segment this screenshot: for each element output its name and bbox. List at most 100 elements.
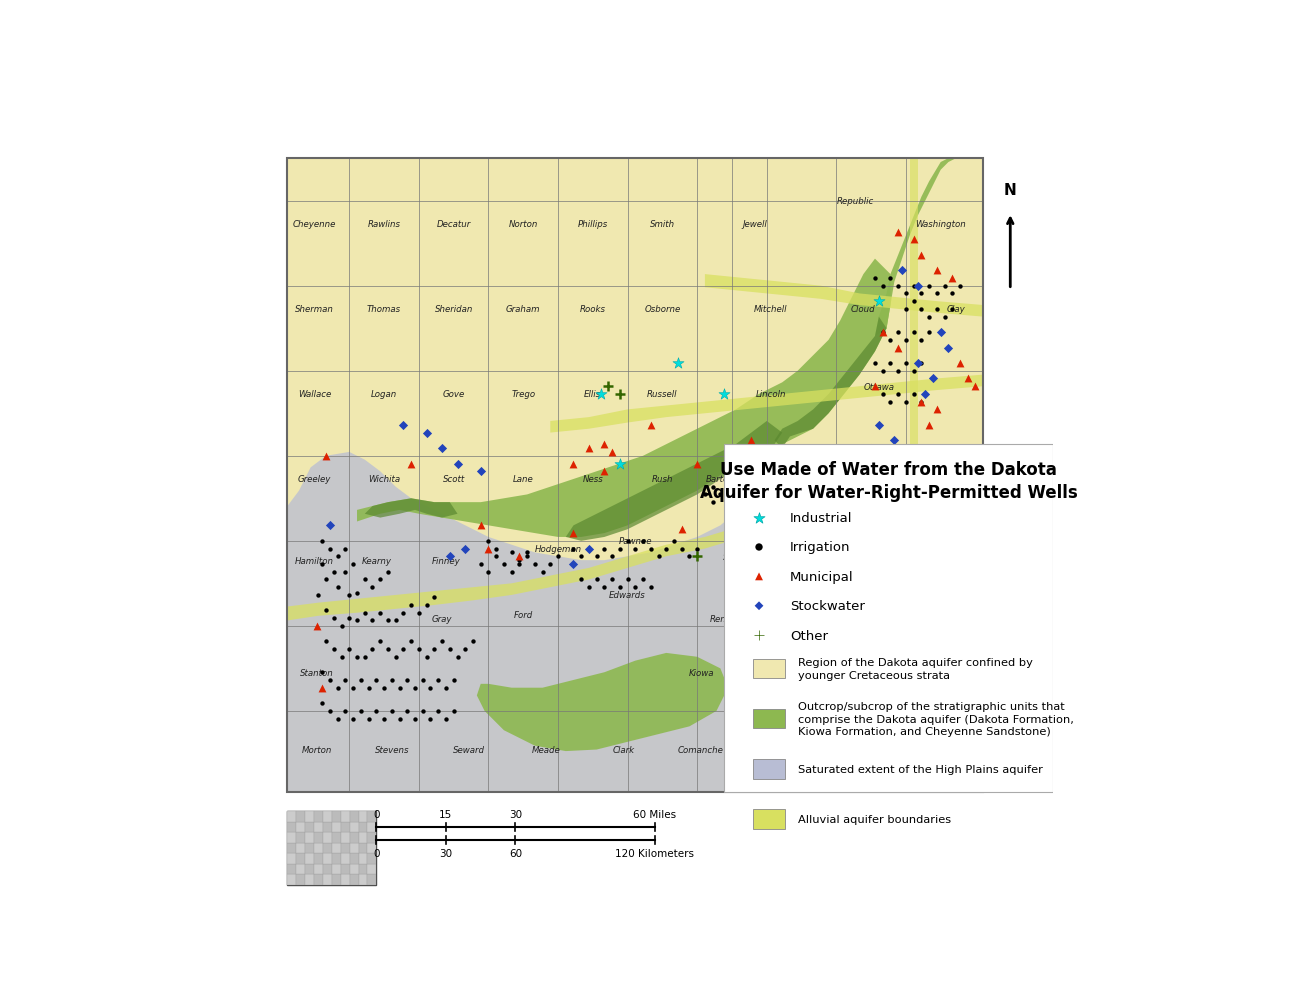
Text: Smith: Smith xyxy=(650,220,675,229)
Point xyxy=(463,634,484,650)
Text: Kiowa: Kiowa xyxy=(688,668,714,677)
Point xyxy=(312,665,333,681)
Text: Barton: Barton xyxy=(706,475,734,484)
Point xyxy=(864,356,885,372)
Point xyxy=(328,680,348,696)
Point xyxy=(439,641,460,657)
Point xyxy=(655,541,676,557)
Text: Meade: Meade xyxy=(532,745,560,754)
Polygon shape xyxy=(287,522,759,621)
Point xyxy=(416,425,437,441)
Point xyxy=(641,541,662,557)
Point xyxy=(610,580,630,596)
Bar xyxy=(306,832,315,843)
Point xyxy=(389,711,410,727)
Point xyxy=(416,649,437,665)
Point xyxy=(502,564,523,580)
Point xyxy=(903,279,924,295)
Point xyxy=(872,325,893,341)
Point xyxy=(896,286,916,302)
Point xyxy=(369,605,390,621)
Text: Gray: Gray xyxy=(432,614,452,623)
Text: Industrial: Industrial xyxy=(790,512,853,525)
Point xyxy=(428,672,448,688)
Point xyxy=(524,557,545,573)
Point xyxy=(471,518,491,534)
Text: Stanton: Stanton xyxy=(300,668,334,677)
Bar xyxy=(753,759,785,778)
Text: Morton: Morton xyxy=(302,745,332,754)
Point xyxy=(486,541,507,557)
Bar xyxy=(306,811,315,822)
Bar xyxy=(306,822,315,832)
Bar xyxy=(753,709,785,728)
Point xyxy=(903,386,924,402)
Polygon shape xyxy=(775,317,887,448)
Bar xyxy=(368,832,376,843)
Text: Wichita: Wichita xyxy=(368,475,400,484)
Point xyxy=(316,448,337,464)
Point xyxy=(335,703,356,719)
Point xyxy=(907,279,928,295)
Point xyxy=(532,564,552,580)
Point xyxy=(486,549,507,565)
Point xyxy=(864,379,885,395)
Point xyxy=(540,557,560,573)
Text: Graham: Graham xyxy=(506,305,541,314)
Point xyxy=(810,456,831,472)
Point xyxy=(416,598,437,614)
Text: Wallace: Wallace xyxy=(298,390,332,399)
Point xyxy=(332,618,352,634)
Text: 15: 15 xyxy=(439,809,452,819)
Bar xyxy=(322,832,332,843)
Point xyxy=(919,279,940,295)
Point xyxy=(957,371,978,387)
Point xyxy=(510,557,530,573)
Bar xyxy=(306,875,315,885)
Point xyxy=(578,541,599,557)
Point xyxy=(516,545,537,561)
Point xyxy=(694,486,715,503)
Point xyxy=(439,549,460,565)
Point xyxy=(369,572,390,588)
Point xyxy=(381,672,402,688)
Point xyxy=(339,588,360,604)
Point xyxy=(359,680,380,696)
Text: 30: 30 xyxy=(439,848,452,858)
Point xyxy=(927,286,948,302)
Point xyxy=(424,590,445,606)
Point xyxy=(826,494,846,511)
Point xyxy=(919,325,940,341)
Point xyxy=(385,613,406,629)
Point xyxy=(443,703,464,719)
Point xyxy=(339,641,360,657)
Point xyxy=(320,703,341,719)
Text: Saline: Saline xyxy=(881,451,907,460)
Point xyxy=(935,440,956,456)
Point xyxy=(578,440,599,456)
Point xyxy=(911,394,932,410)
Text: Rawlins: Rawlins xyxy=(368,220,400,229)
Bar xyxy=(287,158,983,792)
Point xyxy=(884,433,905,449)
Point xyxy=(772,448,793,464)
Text: Finney: Finney xyxy=(432,556,460,565)
Point xyxy=(377,564,398,580)
Point xyxy=(888,325,909,341)
Point xyxy=(927,263,948,279)
Point xyxy=(880,332,901,348)
Point xyxy=(911,394,932,410)
Point xyxy=(911,302,932,318)
Point xyxy=(633,534,654,550)
Bar xyxy=(368,822,376,832)
Point xyxy=(404,680,425,696)
Point xyxy=(381,703,402,719)
Point xyxy=(935,309,956,325)
Point xyxy=(671,541,692,557)
Bar xyxy=(315,832,322,843)
Bar xyxy=(315,843,322,854)
Bar xyxy=(296,832,306,843)
Text: Rush: Rush xyxy=(651,475,673,484)
Point xyxy=(312,680,333,696)
Point xyxy=(610,541,630,557)
